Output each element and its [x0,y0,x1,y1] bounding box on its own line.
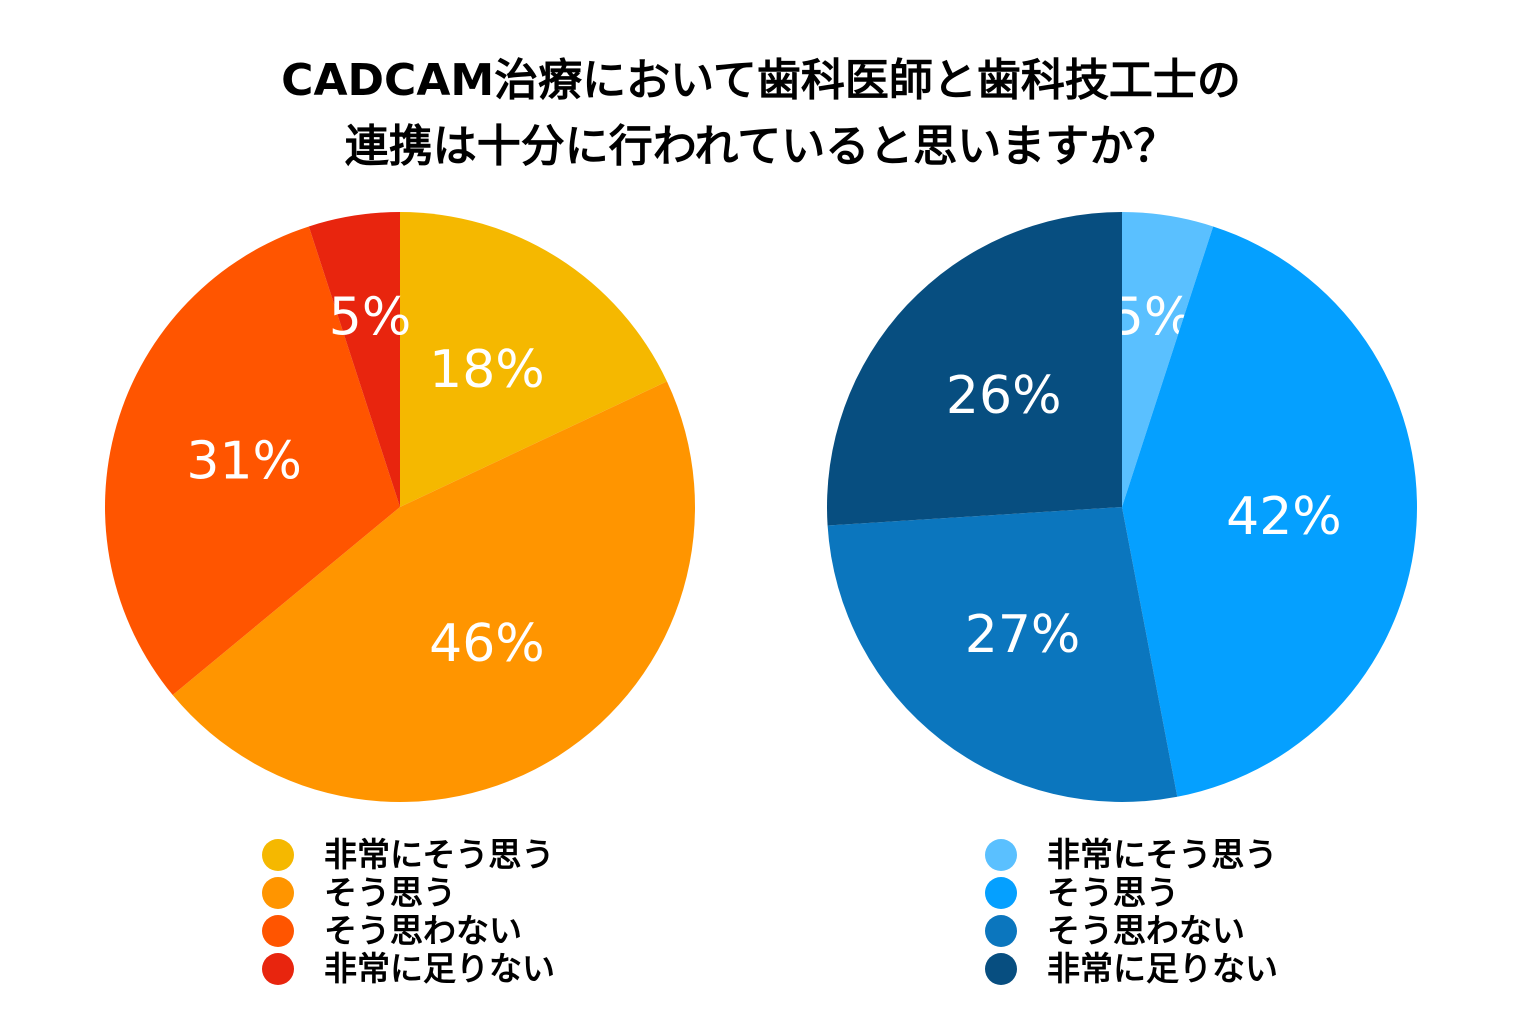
legend-right-swatch-2 [985,915,1017,947]
chart-title-line-2: 連携は十分に行われていると思いますか？ [344,121,1178,172]
legend-right-swatch-1 [985,877,1017,909]
pie-left-slice-2 [104,226,400,696]
pie-right-slice-0 [1122,212,1214,507]
pie-left-data-label-1: 46% [429,614,545,674]
legend-left-item-2: そう思わない [262,912,555,950]
legend-left-item-1: そう思う [262,874,555,912]
legend-left-swatch-0 [262,839,294,871]
legend-right-label-1: そう思う [1047,873,1179,912]
legend-right-item-3: 非常に足りない [985,950,1278,988]
pie-right-data-label-1: 42% [1226,487,1342,547]
legend-right-label-2: そう思わない [1047,911,1245,950]
legend-left-label-2: そう思わない [324,911,522,950]
pie-right-slice-1 [1122,226,1417,797]
legend-right-item-0: 非常にそう思う [985,836,1278,874]
pie-right-slice-3 [826,212,1122,526]
legend-right-item-1: そう思う [985,874,1278,912]
pie-right-data-label-2: 27% [965,605,1081,665]
chart-title-line-1: CADCAM治療において歯科医師と歯科技工士の [281,55,1241,106]
legend-left-swatch-1 [262,877,294,909]
pie-left-data-label-2: 31% [186,432,302,492]
legend-right-label-3: 非常に足りない [1047,949,1278,988]
legend-right-item-2: そう思わない [985,912,1278,950]
legend-right-swatch-0 [985,839,1017,871]
legend-left-item-3: 非常に足りない [262,950,555,988]
legend-left-item-0: 非常にそう思う [262,836,555,874]
legend-right: 非常にそう思う そう思う そう思わない 非常に足りない [985,836,1278,988]
legend-right-swatch-3 [985,953,1017,985]
legend-left-swatch-3 [262,953,294,985]
legend-left-swatch-2 [262,915,294,947]
legend-left-label-3: 非常に足りない [324,949,555,988]
legend-right-label-0: 非常にそう思う [1047,835,1278,874]
legend-left-label-1: そう思う [324,873,456,912]
pie-left-data-label-0: 18% [429,340,545,400]
pie-left-data-label-3: 5% [329,288,412,348]
legend-left: 非常にそう思う そう思う そう思わない 非常に足りない [262,836,555,988]
pie-right-data-label-3: 26% [946,366,1062,426]
pie-left-slice-1 [172,381,695,802]
pie-left-slice-0 [400,212,667,507]
pie-right-slice-2 [827,507,1178,802]
pie-left-slice-3 [308,212,400,507]
legend-left-label-0: 非常にそう思う [324,835,555,874]
chart-title: CADCAM治療において歯科医師と歯科技工士の 連携は十分に行われていると思いま… [0,48,1522,180]
